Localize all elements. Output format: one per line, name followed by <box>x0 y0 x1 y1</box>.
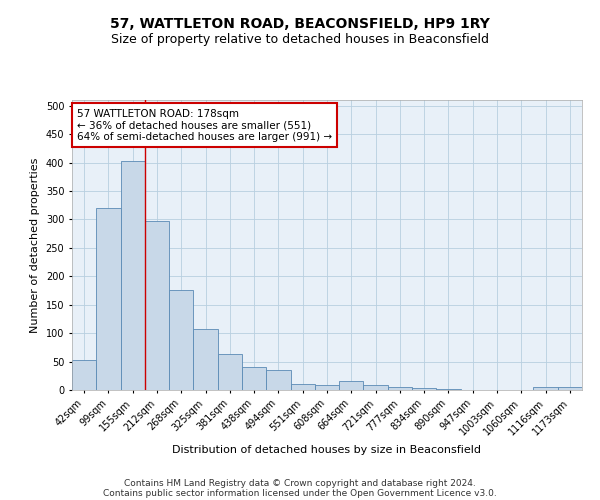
Bar <box>121 162 145 390</box>
Bar <box>266 370 290 390</box>
Bar <box>72 360 96 390</box>
Bar <box>169 290 193 390</box>
Bar <box>193 329 218 390</box>
Bar <box>533 387 558 390</box>
Bar <box>96 208 121 390</box>
Bar <box>388 386 412 390</box>
Text: Contains public sector information licensed under the Open Government Licence v3: Contains public sector information licen… <box>103 488 497 498</box>
Text: 57, WATTLETON ROAD, BEACONSFIELD, HP9 1RY: 57, WATTLETON ROAD, BEACONSFIELD, HP9 1R… <box>110 18 490 32</box>
Bar <box>558 387 582 390</box>
Bar <box>315 385 339 390</box>
Text: Size of property relative to detached houses in Beaconsfield: Size of property relative to detached ho… <box>111 32 489 46</box>
Bar <box>242 368 266 390</box>
X-axis label: Distribution of detached houses by size in Beaconsfield: Distribution of detached houses by size … <box>173 445 482 455</box>
Text: 57 WATTLETON ROAD: 178sqm
← 36% of detached houses are smaller (551)
64% of semi: 57 WATTLETON ROAD: 178sqm ← 36% of detac… <box>77 108 332 142</box>
Bar <box>364 385 388 390</box>
Bar <box>145 221 169 390</box>
Bar <box>218 354 242 390</box>
Bar <box>339 382 364 390</box>
Bar <box>290 384 315 390</box>
Text: Contains HM Land Registry data © Crown copyright and database right 2024.: Contains HM Land Registry data © Crown c… <box>124 478 476 488</box>
Y-axis label: Number of detached properties: Number of detached properties <box>30 158 40 332</box>
Bar <box>412 388 436 390</box>
